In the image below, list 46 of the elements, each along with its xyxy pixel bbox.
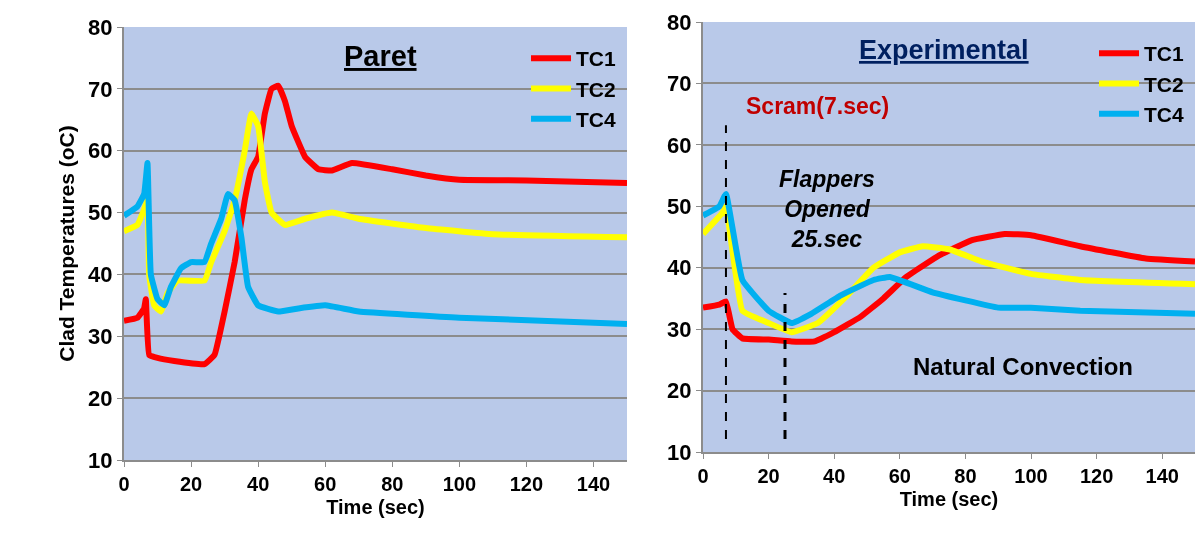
y-tick-label: 20: [88, 385, 113, 411]
y-tick-label: 60: [88, 138, 113, 164]
legend-label: TC2: [1144, 72, 1184, 96]
y-tick-label: 20: [667, 378, 692, 404]
x-tick-label: 80: [381, 473, 404, 495]
y-axis-title: Clad Temperatures (oC): [54, 125, 78, 362]
legend-label: TC4: [576, 108, 616, 132]
y-tick-label: 60: [667, 132, 692, 158]
legend-label: TC2: [576, 77, 616, 101]
legend-label: TC1: [576, 47, 616, 71]
y-tick-label: 80: [88, 14, 113, 40]
ref-line-label: Flappers Opened 25.sec: [779, 166, 875, 252]
x-tick-label: 100: [442, 473, 477, 495]
legend-label: TC4: [1144, 103, 1184, 127]
text: Experimental: [859, 35, 1029, 65]
x-axis-title: Time (sec): [326, 496, 425, 518]
y-tick-label: 40: [88, 262, 113, 288]
x-tick-label: 40: [247, 473, 270, 495]
y-tick-label: 70: [667, 71, 692, 97]
y-tick-label: 40: [667, 255, 692, 281]
y-tick-label: 30: [667, 316, 692, 342]
y-tick-label: 50: [88, 200, 113, 226]
x-tick-label: 100: [1014, 465, 1048, 487]
x-tick-label: 0: [118, 473, 130, 495]
x-tick-label: 120: [509, 473, 544, 495]
chart-title: Paret: [344, 40, 417, 72]
y-tick-label: 80: [667, 9, 692, 35]
x-tick-label: 0: [697, 465, 709, 487]
x-tick-label: 20: [179, 473, 203, 495]
x-tick-label: 120: [1079, 465, 1114, 487]
legend-label: TC1: [1144, 42, 1184, 66]
x-tick-label: 140: [1145, 465, 1179, 487]
y-tick-label: 10: [88, 447, 113, 473]
ref-line-label: Scram(7.sec): [746, 93, 890, 119]
x-tick-label: 80: [954, 465, 977, 487]
y-tick-label: 70: [88, 76, 113, 102]
x-tick-label: 20: [757, 465, 780, 487]
x-tick-label: 140: [576, 473, 611, 495]
annotation: Natural Convection: [913, 353, 1134, 380]
y-tick-label: 10: [667, 439, 692, 465]
x-tick-label: 60: [314, 473, 337, 495]
y-tick-label: 30: [88, 323, 113, 349]
x-axis-title: Time (sec): [899, 488, 999, 510]
y-tick-label: 50: [667, 193, 692, 219]
x-tick-label: 40: [823, 465, 846, 487]
x-tick-label: 60: [888, 465, 911, 487]
